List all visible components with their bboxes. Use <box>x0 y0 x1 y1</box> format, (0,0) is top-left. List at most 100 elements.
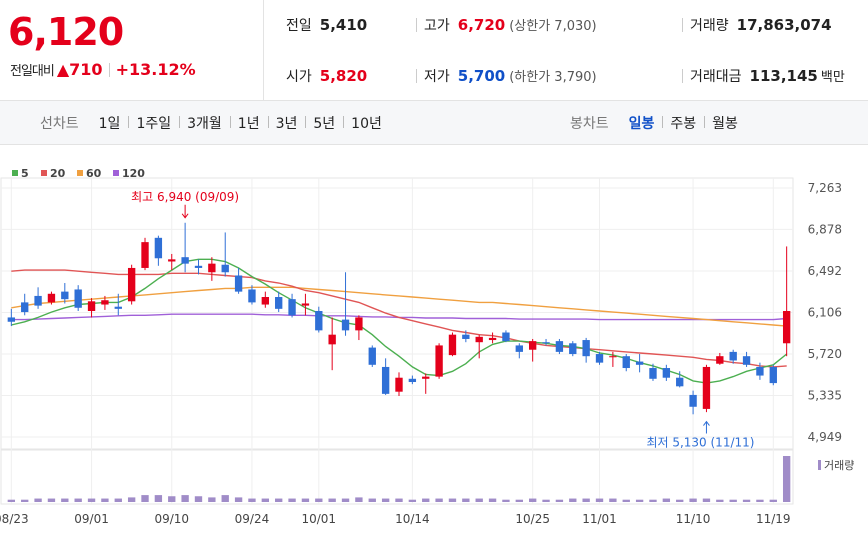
y-tick-label: 6,878 <box>808 222 842 236</box>
stat-volume: 거래량 17,863,074 <box>690 15 832 35</box>
x-tick-label: 09/01 <box>74 512 109 526</box>
period-3m[interactable]: 3개월 <box>179 113 230 133</box>
candle-body <box>141 242 149 268</box>
legend-label: 120 <box>122 167 145 180</box>
candle-weekly[interactable]: 주봉 <box>662 113 704 133</box>
legend-label: 60 <box>86 167 102 180</box>
candle-monthly[interactable]: 월봉 <box>704 113 746 133</box>
candle-body <box>609 356 617 358</box>
price-header: 6,120 전일대비 ▲ 710 +13.12% 전일 5,410 시가 5,8… <box>0 0 868 101</box>
period-1y[interactable]: 1년 <box>229 113 268 133</box>
candle-body <box>729 351 737 361</box>
volume-bar <box>515 499 523 502</box>
candle-body <box>689 394 697 407</box>
change-percent: +13.12% <box>115 60 196 79</box>
volume-bar <box>422 498 430 502</box>
volume-bar <box>662 498 671 502</box>
period-1d[interactable]: 1일 <box>98 116 121 132</box>
volume-bar <box>221 495 229 502</box>
period-10y[interactable]: 10년 <box>343 113 390 133</box>
volume-bar <box>234 497 243 502</box>
low-annotation: 최저 5,130 (11/11) <box>646 436 754 450</box>
stat-prev-close: 전일 5,410 <box>286 15 367 35</box>
volume-legend-label: 거래량 <box>824 459 854 472</box>
legend-swatch <box>41 170 47 176</box>
candle-body <box>555 341 564 352</box>
volume-bar <box>47 498 56 502</box>
candle-body <box>261 297 270 305</box>
period-1w[interactable]: 1주일 <box>128 113 179 133</box>
candle-body <box>21 302 29 313</box>
x-tick-label: 11/10 <box>676 512 711 526</box>
high-label: 고가 <box>424 18 450 34</box>
trade-value: 113,145 <box>749 67 818 85</box>
volume-bar <box>61 498 69 502</box>
volume-bar <box>742 499 751 502</box>
volume-bar <box>261 498 270 502</box>
high-value: 6,720 <box>457 16 506 34</box>
ma5-line <box>11 258 788 384</box>
volume-bar <box>488 498 497 502</box>
candle-body <box>181 257 189 264</box>
volume-bar <box>381 498 390 502</box>
candle-body <box>154 237 163 259</box>
candle-body <box>502 332 510 342</box>
line-chart-title: 선차트 <box>40 116 79 132</box>
x-tick-label: 11/01 <box>582 512 617 526</box>
stat-trade-value: 거래대금 113,145 백만 <box>690 66 845 86</box>
candle-body <box>47 293 56 303</box>
volume-bar <box>635 499 644 502</box>
volume-bar <box>769 499 777 502</box>
candle-body <box>756 366 764 376</box>
volume-bar <box>649 499 657 502</box>
stat-high: 고가 6,720 (상한가 7,030) <box>424 15 597 35</box>
change-label: 전일대비 <box>10 64 55 79</box>
candle-body <box>275 297 283 309</box>
volume-bar <box>101 498 109 502</box>
line-chart-periods: 선차트 1일 1주일 3개월 1년 3년 5년 10년 <box>40 101 390 145</box>
volume-bar <box>7 499 16 502</box>
candle-chart-periods: 봉차트 일봉 주봉 월봉 <box>570 101 746 145</box>
period-3y[interactable]: 3년 <box>267 113 306 133</box>
candle-body <box>649 368 657 379</box>
stat-low: 저가 5,700 (하한가 3,790) <box>424 66 597 86</box>
stock-chart: 4,949 5,335 5,720 6,106 6,492 6,878 7,263 08/23… <box>0 160 868 541</box>
candle-body <box>328 334 336 345</box>
divider <box>108 62 110 77</box>
volume-bar <box>542 499 550 502</box>
candle-body <box>528 341 537 350</box>
volume-bar <box>275 498 283 502</box>
low-arrow-icon <box>703 420 710 434</box>
prev-close-value: 5,410 <box>319 16 368 34</box>
candle-daily[interactable]: 일봉 <box>628 116 655 132</box>
candle-body <box>7 317 16 322</box>
prev-close-label: 전일 <box>286 18 312 34</box>
candle-body <box>435 345 443 377</box>
volume-bar <box>448 498 457 502</box>
low-value: 5,700 <box>457 67 506 85</box>
candle-body <box>74 289 82 308</box>
candle-body <box>702 366 711 409</box>
legend-label: 5 <box>21 167 29 180</box>
volume-bar <box>702 498 711 502</box>
candle-body <box>716 356 724 364</box>
candle-body <box>87 301 96 311</box>
candle-body <box>622 356 630 369</box>
volume-bar <box>689 498 697 502</box>
low-label: 저가 <box>424 69 450 85</box>
candle-body <box>742 356 751 365</box>
open-label: 시가 <box>286 69 312 85</box>
volume-bar <box>475 498 483 502</box>
y-tick-label: 6,492 <box>808 264 842 278</box>
volume-bar <box>288 498 296 502</box>
period-5y[interactable]: 5년 <box>305 113 343 133</box>
trade-value-unit: 백만 <box>820 70 845 85</box>
high-arrow-icon <box>181 204 189 219</box>
volume-bar <box>729 499 737 502</box>
ma60-line <box>11 286 787 327</box>
candle-body <box>101 300 109 305</box>
volume-bar <box>502 499 510 502</box>
legend-swatch <box>77 170 83 176</box>
trade-value-label: 거래대금 <box>690 69 742 85</box>
y-tick-label: 5,720 <box>808 347 842 361</box>
